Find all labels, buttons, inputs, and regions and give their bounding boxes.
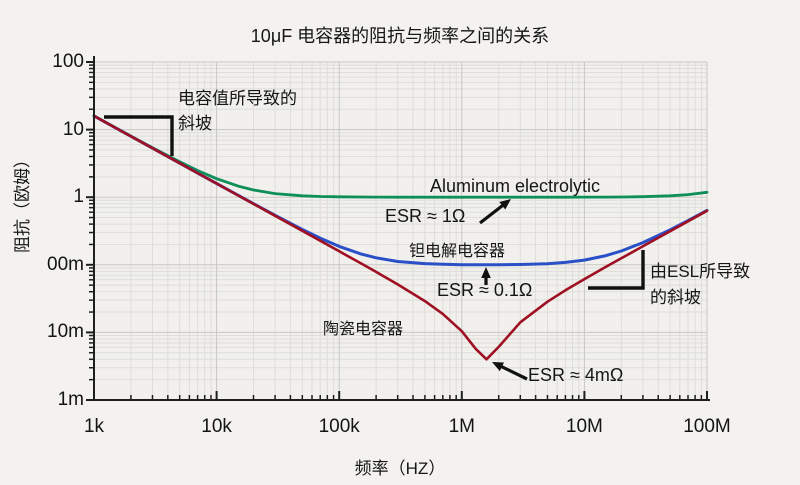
- x-tick-label: 1M: [448, 416, 475, 437]
- annotation-capacitance-slope-line2: 斜坡: [178, 114, 212, 133]
- annotation-capacitance-slope-line1: 电容值所导致的: [178, 89, 297, 108]
- x-tick-label: 10M: [565, 416, 603, 437]
- series-label-aluminum: Aluminum electrolytic: [430, 176, 601, 196]
- y-tick-label: 10: [62, 118, 84, 140]
- series-label-tantalum: 钽电解电容器: [409, 243, 506, 260]
- annotation-capacitance-slope: 电容值所导致的 斜坡: [178, 86, 297, 136]
- arrow-to-aluminum-curve: [479, 199, 511, 225]
- y-tick-label: 100: [52, 51, 84, 72]
- esl-slope-bracket: [588, 250, 645, 290]
- x-tick-label: 1k: [83, 416, 105, 437]
- annotation-esl-slope-line2: 的斜坡: [650, 288, 701, 307]
- series-label-ceramic: 陶瓷电容器: [323, 321, 404, 338]
- arrow-to-ceramic-minimum: [492, 362, 528, 381]
- esr-label-tantalum: ESR ≈ 0.1Ω: [437, 280, 533, 300]
- y-tick-label: 10m: [47, 321, 84, 343]
- x-tick-label: 100M: [683, 416, 731, 437]
- x-tick-label: 10k: [201, 416, 232, 437]
- tick-marks: [86, 61, 708, 401]
- y-tick-label: 1: [73, 186, 84, 208]
- curve-aluminum-electrolytic: [92, 114, 709, 199]
- capacitance-slope-bracket: [104, 115, 174, 156]
- curve-ceramic: [92, 114, 709, 361]
- y-tick-label: 1m: [57, 389, 84, 410]
- x-axis-label: 频率（HZ）: [354, 459, 446, 478]
- esr-label-aluminum: ESR ≈ 1Ω: [385, 206, 466, 226]
- y-tick-label: 00m: [47, 253, 84, 275]
- chart-title: 10μF 电容器的阻抗与频率之间的关系: [250, 26, 550, 46]
- arrow-to-tantalum-curve: [481, 267, 491, 285]
- annotation-esl-slope: 由ESL所导致 的斜坡: [650, 259, 750, 311]
- plot-area: [94, 62, 707, 400]
- esr-label-ceramic: ESR ≈ 4mΩ: [528, 365, 624, 385]
- annotation-esl-slope-line1: 由ESL所导致: [650, 262, 751, 281]
- x-tick-label: 100k: [318, 416, 360, 437]
